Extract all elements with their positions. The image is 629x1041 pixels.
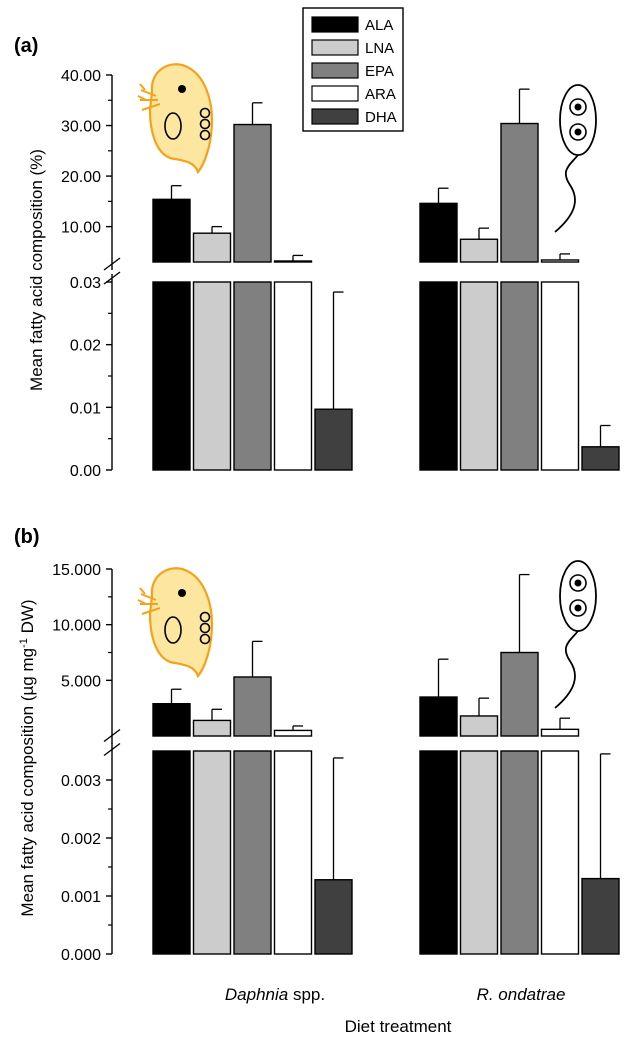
- x-axis-label: Diet treatment: [345, 1017, 452, 1036]
- bar-epa-r-ondatrae-lower: [500, 750, 539, 955]
- bar-epa-r-ondatrae: [500, 122, 539, 263]
- y-tick-label: 0.02: [70, 338, 101, 355]
- bar-ara-daphnia-lower: [273, 281, 313, 471]
- bar-ala-daphnia-lower: [152, 281, 191, 471]
- bar-epa-daphnia: [233, 676, 272, 737]
- panel-b-icons: [137, 560, 597, 709]
- y-tick-label: 0.003: [61, 773, 101, 790]
- legend: ALA LNA EPA ARA DHA: [302, 7, 404, 132]
- y-tick-label: 0.00: [70, 463, 101, 480]
- bar-ara-daphnia-lower: [273, 750, 313, 955]
- y-tick-label: 0.03: [70, 275, 101, 292]
- bar-ala-r-ondatrae-lower: [419, 750, 458, 955]
- bar-dha-daphnia: [314, 879, 353, 955]
- bar-lna-daphnia-lower: [192, 281, 232, 471]
- y-tick-label: 0.002: [61, 831, 101, 848]
- axis-break-mark: [103, 257, 121, 271]
- bar-ara-r-ondatrae-lower: [540, 750, 580, 955]
- panel-a-axes: 10.00 20.00 30.00 40.00 0.00 0.01 0.02 0.03: [61, 68, 121, 480]
- panel-a-icons: [137, 63, 597, 233]
- bar-epa-daphnia-lower: [233, 281, 272, 471]
- bar-ara-r-ondatrae: [540, 259, 580, 263]
- category-label-r-ondatrae: R. ondatrae: [477, 985, 566, 1004]
- axis-break-mark: [103, 728, 121, 743]
- bar-lna-r-ondatrae: [459, 715, 499, 737]
- panel-a: (a) Mean fatty acid composition (%) 10.0…: [14, 35, 620, 480]
- panel-b: (b) Mean fatty acid composition (µg mg-1…: [14, 526, 620, 964]
- bar-dha-daphnia: [314, 408, 353, 471]
- bar-epa-r-ondatrae: [500, 651, 539, 737]
- bar-ala-daphnia: [152, 703, 191, 737]
- panel-a-bars: [152, 88, 620, 471]
- bar-ala-r-ondatrae-lower: [419, 281, 458, 471]
- y-tick-label: 0.000: [61, 947, 101, 964]
- bar-ala-daphnia-lower: [152, 750, 191, 955]
- daphnia-icon: [137, 63, 214, 175]
- bar-dha-r-ondatrae: [581, 446, 620, 471]
- bar-ala-r-ondatrae: [419, 696, 458, 737]
- bar-lna-daphnia: [192, 719, 232, 737]
- bar-ala-daphnia: [152, 198, 191, 263]
- bar-lna-daphnia: [192, 232, 232, 263]
- legend-label-lna: LNA: [365, 40, 394, 57]
- bar-epa-r-ondatrae-lower: [500, 281, 539, 471]
- panel-b-ylabel: Mean fatty acid composition (µg mg-1 DW): [18, 599, 37, 916]
- bar-epa-daphnia: [233, 123, 272, 263]
- legend-label-dha: DHA: [365, 109, 397, 126]
- y-tick-label: 15.000: [52, 562, 101, 579]
- bar-dha-r-ondatrae: [581, 877, 620, 955]
- axis-break-mark: [103, 742, 121, 757]
- legend-swatch-dha: [311, 108, 359, 125]
- flagellate-icon: [554, 84, 597, 233]
- legend-swatch-epa: [311, 62, 359, 79]
- y-tick-label: 0.001: [61, 889, 101, 906]
- bar-lna-r-ondatrae: [459, 238, 499, 263]
- y-tick-label: 0.01: [70, 400, 101, 417]
- panel-b-label: (b): [14, 526, 40, 548]
- legend-swatch-ara: [311, 85, 359, 102]
- legend-label-ara: ARA: [365, 86, 396, 103]
- legend-label-epa: EPA: [365, 63, 394, 80]
- bar-ara-r-ondatrae: [540, 728, 580, 737]
- bar-ara-r-ondatrae-lower: [540, 281, 580, 471]
- flagellate-icon: [554, 560, 597, 709]
- panel-b-axes: 5.000 10.000 15.000 0.000 0.001 0.002 0.003: [52, 562, 121, 964]
- legend-label-ala: ALA: [365, 17, 393, 34]
- panel-a-ylabel: Mean fatty acid composition (%): [27, 149, 46, 391]
- legend-swatch-ala: [311, 16, 359, 33]
- category-label-daphnia: Daphnia spp.: [225, 985, 325, 1004]
- bar-lna-r-ondatrae-lower: [459, 281, 499, 471]
- y-tick-label: 20.00: [61, 169, 101, 186]
- y-tick-label: 10.000: [52, 618, 101, 635]
- panel-b-bars: [152, 573, 620, 955]
- daphnia-icon: [137, 567, 214, 679]
- bar-epa-daphnia-lower: [233, 750, 272, 955]
- y-tick-label: 30.00: [61, 119, 101, 136]
- y-tick-label: 40.00: [61, 68, 101, 85]
- bar-ara-daphnia: [273, 729, 313, 737]
- bar-lna-r-ondatrae-lower: [459, 750, 499, 955]
- y-tick-label: 5.000: [61, 673, 101, 690]
- bar-ala-r-ondatrae: [419, 202, 458, 263]
- bar-ara-daphnia: [273, 260, 313, 263]
- panel-a-label: (a): [14, 35, 38, 57]
- bar-lna-daphnia-lower: [192, 750, 232, 955]
- y-tick-label: 10.00: [61, 220, 101, 237]
- legend-swatch-lna: [311, 39, 359, 56]
